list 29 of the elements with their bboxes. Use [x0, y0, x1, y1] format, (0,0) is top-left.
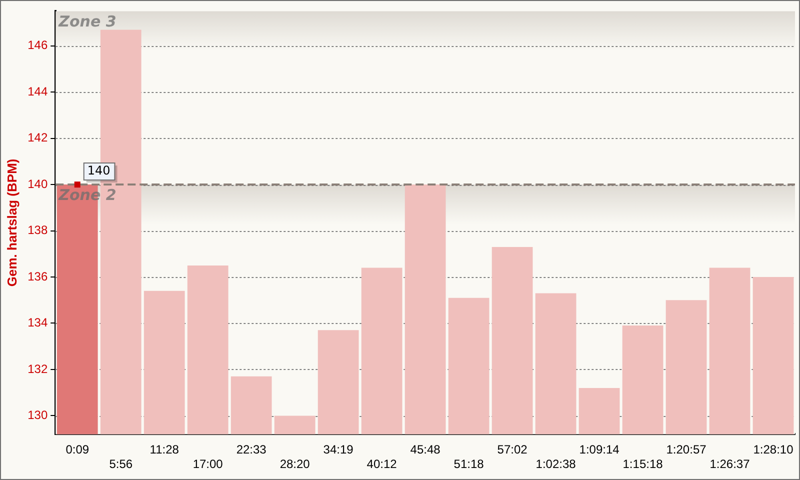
x-tick-label: 1:15:18	[622, 457, 664, 472]
x-tick-label: 40:12	[366, 457, 398, 472]
x-tick-label: 28:20	[280, 457, 310, 472]
y-tick-label: 146	[28, 38, 48, 52]
x-tick-label: 1:09:14	[579, 442, 620, 457]
x-tick-label: 11:28	[150, 442, 180, 457]
annotation: 140	[87, 164, 110, 178]
x-tick-label: 45:48	[410, 442, 441, 457]
x-tick-label: 5:56	[109, 457, 133, 472]
y-tick-label: 144	[28, 84, 48, 98]
x-tick-label: 17:00	[192, 457, 224, 472]
y-tick-label: 140	[28, 176, 48, 191]
x-tick-label: 1:28:10	[753, 442, 794, 457]
y-tick-label: 132	[28, 362, 48, 376]
y-tick-label: 138	[28, 223, 48, 238]
y-axis-title: Gem. hartslag (BPM)	[4, 158, 20, 287]
x-tick-label: 34:19	[323, 442, 354, 457]
y-tick-label: 130	[28, 408, 48, 422]
x-tick-label: 1:26:37	[710, 457, 750, 472]
x-tick-label: 51:18	[454, 457, 484, 472]
y-tick-label: 142	[28, 130, 48, 145]
x-tick-label: 57:02	[497, 442, 528, 457]
x-tick-label: 1:20:57	[666, 442, 707, 457]
x-tick-label: 22:33	[236, 442, 267, 457]
y-tick-label: 136	[28, 269, 48, 284]
band-label: Zone 3	[58, 12, 116, 31]
y-tick-label: 134	[28, 316, 48, 330]
x-tick-label: 0:09	[66, 442, 90, 457]
x-tick-label: 1:02:38	[536, 457, 576, 472]
